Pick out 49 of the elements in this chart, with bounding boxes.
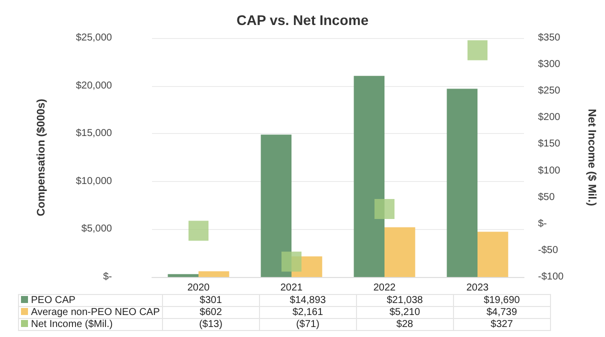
data-label: $19,690 <box>453 294 550 306</box>
y2-tick-label: $- <box>538 218 547 230</box>
y-axis-title: Compensation ($000s) <box>36 98 48 216</box>
data-label: $14,893 <box>259 294 356 306</box>
data-label: ($71) <box>259 318 356 330</box>
legend-label: Average non-PEO NEO CAP <box>18 306 162 318</box>
y2-tick-label: $200 <box>538 112 561 124</box>
bar <box>446 88 478 277</box>
data-label: $28 <box>356 318 454 330</box>
bar <box>260 134 292 277</box>
y2-tick-label: $150 <box>538 138 561 150</box>
y2-tick-label: -$50 <box>538 244 558 256</box>
y-tick-label: $15,000 <box>76 128 112 140</box>
y2-axis-title: Net Income ($ Mil.) <box>586 108 598 206</box>
legend-label: Net Income ($Mil.) <box>18 318 162 330</box>
y2-tick-label: $50 <box>538 192 556 203</box>
data-label: $301 <box>162 294 260 306</box>
data-label: $2,161 <box>259 306 356 318</box>
y-tick-label: $- <box>103 272 112 282</box>
y2-tick-label: $100 <box>538 165 561 176</box>
x-tick-label: 2023 <box>466 282 490 294</box>
point <box>468 40 488 60</box>
bar <box>198 271 230 277</box>
chart-title: CAP vs. Net Income <box>236 12 369 28</box>
y-tick-label: $5,000 <box>81 224 112 235</box>
x-tick-label: 2020 <box>187 282 210 294</box>
x-tick-label: 2022 <box>373 282 396 294</box>
x-tick-label: 2021 <box>280 282 304 294</box>
data-label: $5,210 <box>356 306 454 318</box>
data-label: $602 <box>162 306 260 318</box>
bar <box>478 232 508 277</box>
bar <box>384 227 416 277</box>
data-label: $327 <box>453 318 550 330</box>
data-label: ($13) <box>162 318 260 330</box>
data-label: $4,739 <box>453 306 550 318</box>
data-label: $21,038 <box>356 294 454 306</box>
y-tick-label: $20,000 <box>76 80 112 92</box>
point <box>188 220 208 241</box>
point <box>374 199 394 220</box>
point <box>282 252 302 272</box>
bar <box>354 76 384 277</box>
legend-label: PEO CAP <box>18 294 162 306</box>
y2-tick-label: $350 <box>538 32 561 44</box>
y2-tick-label: -$100 <box>538 272 564 282</box>
bar <box>168 274 198 277</box>
y2-tick-label: $300 <box>538 59 561 70</box>
y-tick-label: $10,000 <box>76 176 112 187</box>
y2-tick-label: $250 <box>538 86 561 97</box>
y-tick-label: $25,000 <box>76 32 112 44</box>
